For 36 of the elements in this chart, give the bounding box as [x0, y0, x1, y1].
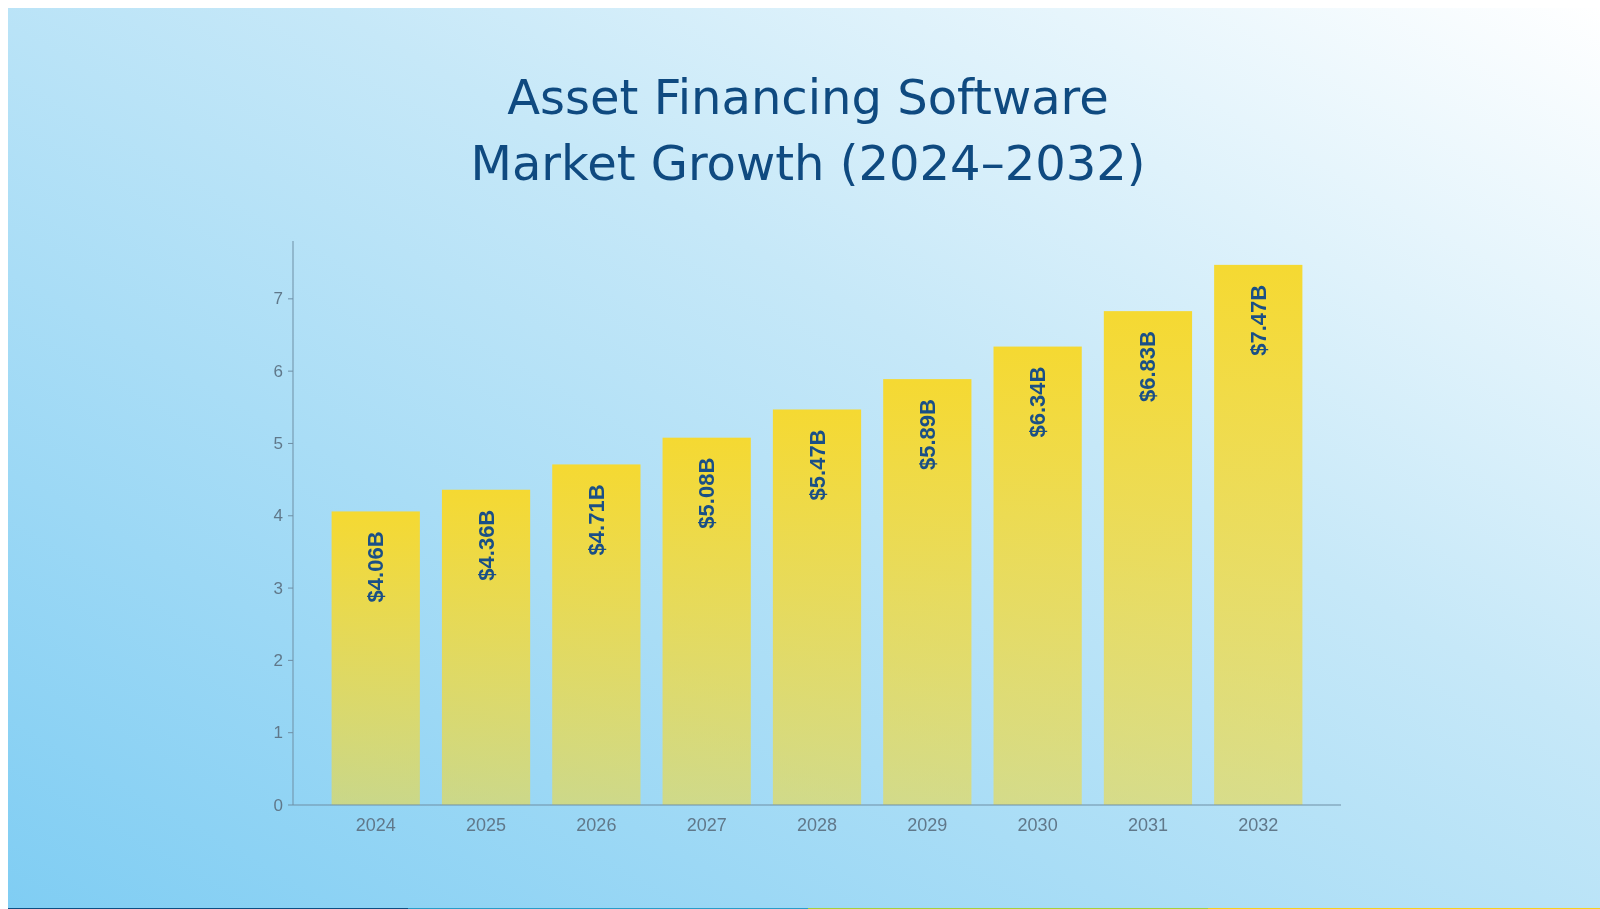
- data-label: $4.36B: [473, 509, 499, 581]
- x-tick-label: 2024: [355, 815, 396, 835]
- bar: [331, 511, 420, 805]
- y-tick-label: 2: [273, 650, 283, 670]
- data-label: $5.47B: [804, 429, 830, 501]
- bar: [1103, 311, 1193, 805]
- bar: [1214, 264, 1303, 805]
- x-tick-label: 2027: [686, 815, 727, 835]
- bar: [993, 346, 1082, 805]
- x-tick-label: 2029: [907, 815, 948, 835]
- x-tick-label: 2026: [576, 815, 617, 835]
- y-tick-label: 0: [273, 795, 283, 815]
- bar: [883, 379, 972, 805]
- data-label: $6.34B: [1025, 366, 1051, 438]
- x-tick-label: 2028: [796, 815, 838, 835]
- bar: [552, 464, 641, 805]
- x-tick-label: 2032: [1238, 815, 1279, 835]
- y-tick-label: 3: [273, 578, 283, 598]
- data-label: $5.89B: [914, 399, 940, 471]
- bar: [662, 437, 751, 805]
- y-tick-label: 7: [273, 289, 283, 309]
- data-label: $4.71B: [583, 484, 609, 556]
- y-tick-label: 1: [273, 723, 283, 743]
- chart-title: Asset Financing Software Market Growth (2024–2032): [470, 69, 1146, 191]
- x-tick-label: 2030: [1017, 815, 1058, 835]
- x-tick-label: 2031: [1127, 815, 1168, 835]
- y-tick-label: 6: [273, 361, 283, 381]
- y-tick-label: 4: [273, 506, 283, 526]
- data-label: $5.08B: [694, 457, 720, 529]
- bar: [772, 409, 862, 805]
- data-label: $4.06B: [363, 531, 389, 603]
- y-tick-label: 5: [273, 433, 283, 453]
- data-label: $6.83B: [1135, 331, 1161, 403]
- bar: [441, 489, 531, 805]
- x-tick-label: 2025: [466, 815, 507, 835]
- data-label: $7.47B: [1245, 284, 1271, 356]
